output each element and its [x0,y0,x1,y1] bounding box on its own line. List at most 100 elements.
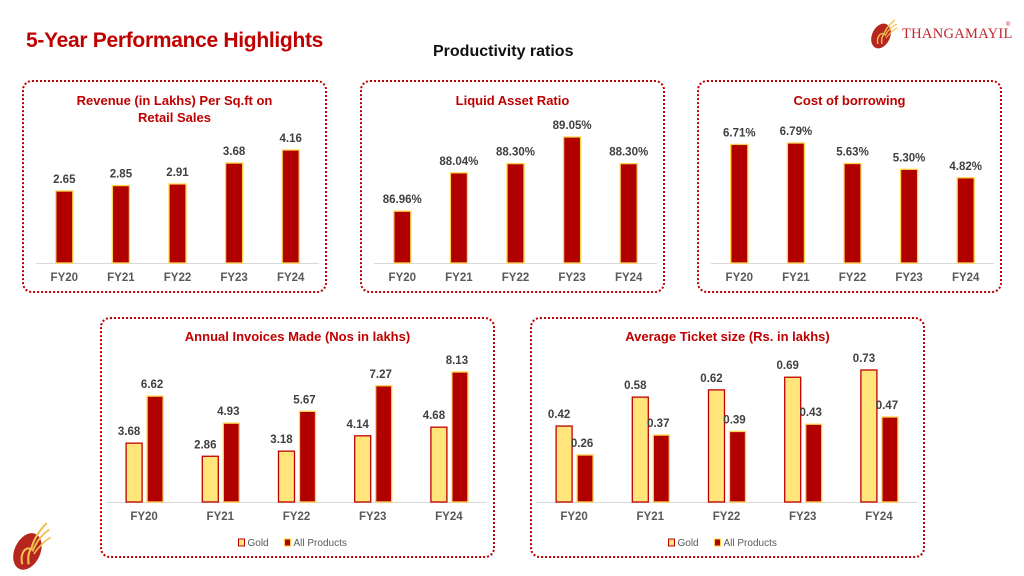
bar-liquid-asset-ratio- [449,172,469,264]
x-tick-label: FY23 [789,511,817,523]
bar-gold [860,369,878,503]
bar-all-products [728,430,747,503]
legend-swatch [668,538,675,547]
x-tick-label: FY22 [283,511,311,523]
x-tick-label: FY22 [164,272,192,284]
data-label: 2.65 [53,174,76,186]
data-label: 4.16 [280,133,302,145]
data-label: 0.43 [800,407,822,419]
data-label: 3.68 [118,426,141,438]
bar-cost-of-borrowing- [899,168,919,264]
chart-revenue: FY20 2.65 FY21 2.85 FY22 2.91 FY23 3.68 FY24 4.16 [36,133,319,284]
bar-all-products [146,395,164,503]
data-label: 86.96% [383,194,422,206]
x-tick-label: FY24 [435,511,463,523]
brand-logo: THANGAMAYIL ® [866,16,1016,50]
chart-card-liquid-asset-ratio: Liquid Asset Ratio FY20 86.96% FY21 88.04% F… [360,80,665,293]
x-tick-label: FY23 [895,272,923,284]
chart-annual-invoices: FY20 3.68 6.62 FY21 2.86 4.93 FY22 3.18 5.67 FY23… [106,355,487,549]
bar-gold [784,376,802,503]
data-label: 6.62 [141,379,163,391]
x-tick-label: FY20 [560,511,588,523]
x-tick-label: FY21 [445,272,473,284]
x-tick-label: FY24 [277,272,305,284]
bar-gold [707,389,726,503]
thangamayil-peacock-logo-icon [871,19,898,49]
chart-title: Cost of borrowing [699,92,1000,109]
data-label: 0.73 [853,353,875,365]
bar-cost-of-borrowing- [730,143,749,264]
bar-all-products [222,422,240,503]
bar-gold [201,455,219,503]
data-label: 2.85 [110,169,133,181]
chart-title-line: Revenue (in Lakhs) Per Sq.ft on [76,93,273,108]
legend-label: All Products [724,538,777,549]
x-tick-label: FY21 [107,272,135,284]
bar-liquid-asset-ratio- [619,162,638,264]
data-label: 0.62 [700,373,722,385]
chart-average-ticket-size: FY20 0.42 0.26 FY21 0.58 0.37 FY22 0.62 0.39 FY23… [536,353,917,549]
data-label: 4.14 [347,419,370,431]
x-tick-label: FY21 [782,272,810,284]
registered-mark: ® [1006,22,1011,28]
bar-gold [277,450,296,503]
data-label: 2.91 [166,167,189,179]
legend-label: Gold [248,538,269,549]
bar-all-products [652,434,670,503]
bar-liquid-asset-ratio- [562,136,582,264]
data-label: 5.67 [293,394,315,406]
chart-card-average-ticket-size: Average Ticket size (Rs. in lakhs) FY20 0… [530,317,925,558]
x-tick-label: FY24 [615,272,643,284]
bar-all-products [375,385,393,503]
bar-all-products [576,454,594,503]
x-tick-label: FY23 [220,272,248,284]
data-label: 88.04% [439,156,478,168]
data-label: 3.68 [223,146,246,158]
legend-swatch [238,538,245,547]
legend-swatch [714,538,721,547]
x-tick-label: FY20 [726,272,754,284]
bar-all-products [805,423,823,503]
chart-title: Liquid Asset Ratio [362,92,663,109]
data-label: 8.13 [446,355,468,367]
bar-gold [125,442,143,503]
data-label: 0.58 [624,380,647,392]
x-tick-label: FY22 [502,272,530,284]
bar-revenue-per-sq-ft [281,149,300,264]
data-label: 5.30% [893,152,926,164]
data-label: 3.18 [270,434,293,446]
chart-title: Average Ticket size (Rs. in lakhs) [532,328,923,345]
data-label: 2.86 [194,439,216,451]
bar-revenue-per-sq-ft [224,162,244,264]
x-tick-label: FY22 [713,511,741,523]
page-title: 5-Year Performance Highlights [26,29,324,52]
data-label: 0.37 [647,418,669,430]
chart-card-revenue: Revenue (in Lakhs) Per Sq.ft on Retail S… [22,80,327,293]
data-label: 88.30% [496,147,535,159]
bar-cost-of-borrowing- [843,162,862,264]
data-label: 89.05% [553,120,592,132]
data-label: 88.30% [609,147,648,159]
x-tick-label: FY24 [952,272,980,284]
chart-title-line: Retail Sales [138,110,211,125]
chart-title-line: Average Ticket size (Rs. in lakhs) [625,329,830,344]
data-label: 5.63% [836,147,869,159]
bar-gold [354,435,372,503]
x-tick-label: FY23 [359,511,387,523]
chart-title-line: Liquid Asset Ratio [455,93,570,108]
bar-liquid-asset-ratio- [393,210,412,264]
bar-revenue-per-sq-ft [111,184,131,264]
data-label: 4.68 [423,410,446,422]
bar-cost-of-borrowing- [956,177,975,264]
chart-title-line: Annual Invoices Made (Nos in lakhs) [184,329,411,344]
bar-liquid-asset-ratio- [506,162,525,264]
thangamayil-peacock-logo-icon [13,522,51,570]
bar-gold [555,425,573,503]
brand-name: THANGAMAYIL [902,26,1013,42]
bar-all-products [298,410,317,503]
x-tick-label: FY20 [51,272,79,284]
x-tick-label: FY20 [389,272,417,284]
x-tick-label: FY20 [130,511,158,523]
legend-label: All Products [294,538,347,549]
x-tick-label: FY24 [865,511,893,523]
